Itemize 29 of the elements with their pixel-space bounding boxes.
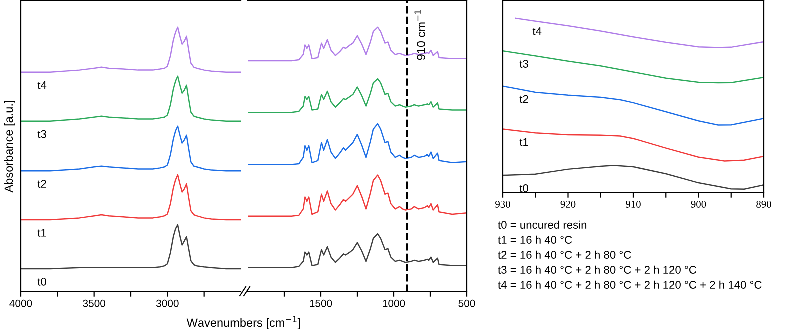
text: t0 = uncured resin bbox=[498, 220, 587, 229]
series-label: t1 bbox=[38, 229, 46, 237]
series-label: t2 bbox=[38, 180, 46, 188]
x-tick-label: 500 bbox=[458, 300, 476, 308]
x-tick-label: 3500 bbox=[83, 300, 106, 308]
series-label: t4 bbox=[532, 28, 542, 36]
x-tick-label: 4000 bbox=[10, 300, 32, 308]
ref-line-label: 910 cm$^{−1}$ bbox=[414, 10, 426, 60]
x-tick-label: 1000 bbox=[383, 300, 406, 308]
x-tick-label: 930 bbox=[496, 200, 510, 208]
x-tick-label: 900 bbox=[691, 200, 706, 208]
x-tick-label: 920 bbox=[560, 200, 576, 208]
x-axis-title: Wavenumbers [cm$^{−1}$] bbox=[186, 316, 300, 330]
x-tick-label: 1500 bbox=[310, 300, 332, 308]
series-label: t4 bbox=[38, 82, 47, 90]
series-label: t3 bbox=[38, 130, 46, 138]
x-tick-label: 3000 bbox=[156, 300, 179, 308]
text: t1 = 16 h 40 °C bbox=[498, 236, 572, 244]
series-label: t0 bbox=[38, 278, 46, 286]
series-label: t2 bbox=[520, 95, 528, 104]
text: t3 = 16 h 40 °C + 2 h 80 °C + 2 h 120 °C bbox=[498, 266, 697, 274]
series-label: t0 bbox=[520, 184, 528, 192]
x-tick-label: 890 bbox=[756, 200, 772, 208]
series-label: t1 bbox=[520, 138, 528, 146]
text: t4 = 16 h 40 °C + 2 h 80 °C + 2 h 120 °C + 2 h 140 °C bbox=[498, 280, 762, 289]
x-tick-label: 910 bbox=[626, 200, 641, 208]
y-axis-title: Absorbance [a.u.] bbox=[4, 101, 16, 193]
series-label: t3 bbox=[520, 60, 528, 68]
text: t2 = 16 h 40 °C + 2 h 80 °C bbox=[498, 250, 632, 259]
